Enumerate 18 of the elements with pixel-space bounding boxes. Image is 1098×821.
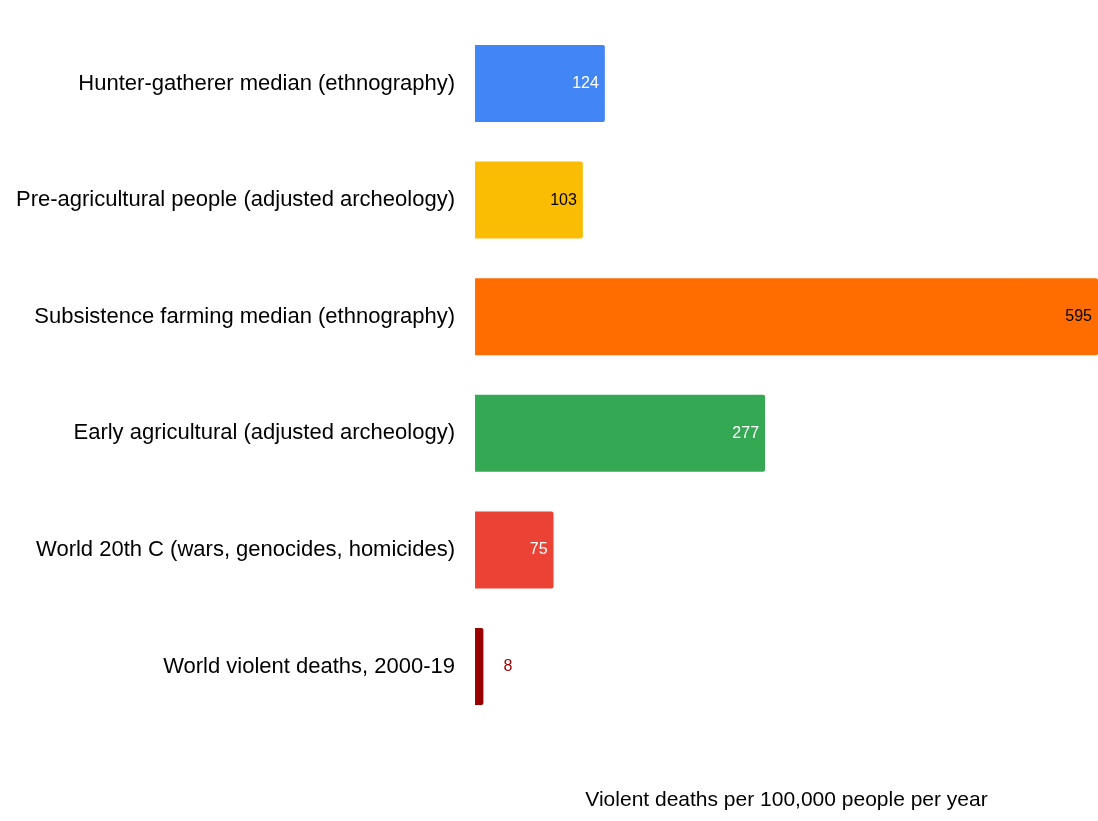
- y-tick-label: World 20th C (wars, genocides, homicides): [36, 535, 456, 561]
- data-label: 124: [572, 73, 599, 91]
- y-tick-label: Pre-agricultural people (adjusted archeology): [15, 186, 456, 212]
- data-label: 595: [1065, 307, 1093, 325]
- bar: [475, 278, 1098, 356]
- bar: [475, 161, 583, 239]
- data-label: 277: [732, 423, 760, 441]
- bar: [475, 45, 605, 122]
- bar: [475, 394, 766, 472]
- y-tick-label: Early agricultural (adjusted archeology): [73, 419, 456, 445]
- data-label: 8: [503, 656, 513, 674]
- y-tick-label: Hunter-gatherer median (ethnography): [78, 69, 456, 95]
- data-label: 75: [529, 540, 548, 558]
- y-tick-label: Subsistence farming median (ethnography): [34, 302, 456, 328]
- y-tick-label: World violent deaths, 2000-19: [163, 652, 456, 678]
- x-axis-title: Violent deaths per 100,000 people per year: [585, 787, 988, 811]
- bar: [475, 511, 554, 589]
- data-label: 103: [550, 190, 577, 208]
